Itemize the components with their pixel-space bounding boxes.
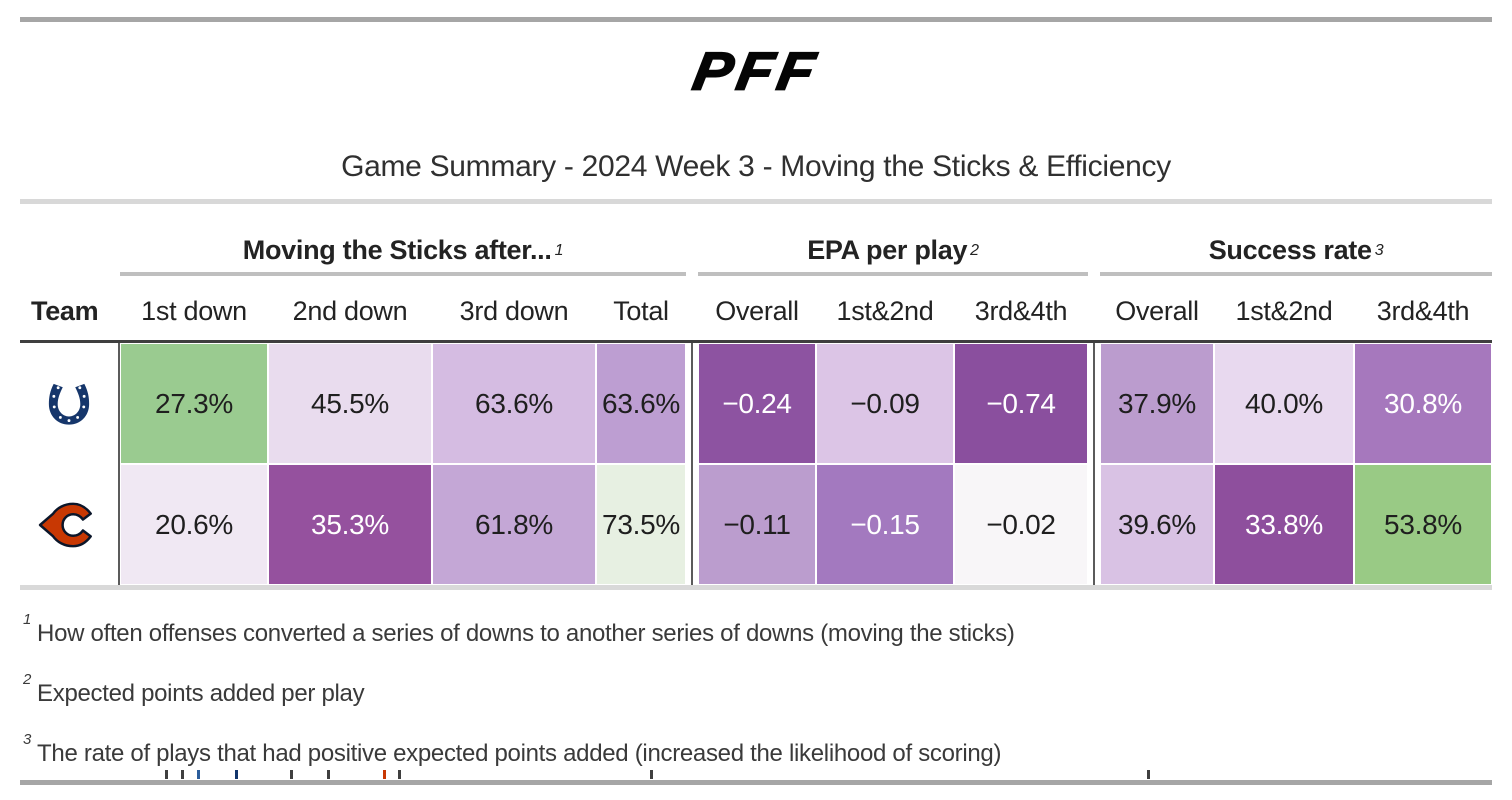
footnote-ref-3: 3 (1374, 242, 1384, 259)
footnote-3: 3 The rate of plays that had positive exp… (23, 731, 1002, 770)
colts-logo-icon (48, 383, 90, 425)
team-row-bears (20, 464, 118, 585)
value-cell: 63.6% (433, 344, 595, 463)
value-cell: −0.02 (955, 465, 1087, 584)
table-bottom-rule (20, 585, 1492, 590)
group-underline (120, 272, 686, 276)
column-header-epa-3rd-4th: 3rd&4th (974, 295, 1068, 326)
footnote-ref-1: 1 (554, 242, 564, 259)
value-cell: 63.6% (597, 344, 685, 463)
footnote-sup: 1 (23, 611, 32, 628)
value-cell: 61.8% (433, 465, 595, 584)
pff-logo-text: PFF (687, 41, 824, 103)
column-header-team: Team (31, 295, 99, 326)
value-cell: 33.8% (1215, 465, 1353, 584)
value-cell: −0.11 (699, 465, 815, 584)
column-header-epa-1st-2nd: 1st&2nd (836, 295, 934, 326)
column-header-epa-overall: Overall (715, 295, 799, 326)
team-row-colts (20, 343, 118, 464)
header-rule (20, 340, 1492, 343)
footnote-text: The rate of plays that had positive expe… (37, 740, 1002, 767)
bottom-border-bar (20, 780, 1492, 785)
value-cell: 40.0% (1215, 344, 1353, 463)
value-cell: 45.5% (269, 344, 431, 463)
value-cell: −0.24 (699, 344, 815, 463)
page-title: Game Summary - 2024 Week 3 - Moving the … (341, 150, 1171, 183)
value-cell: −0.15 (817, 465, 953, 584)
value-cell: 73.5% (597, 465, 685, 584)
group-separator (118, 343, 120, 585)
column-header-3rd-down: 3rd down (459, 295, 569, 326)
value-cell: 37.9% (1101, 344, 1213, 463)
stats-table: Moving the Sticks after... 1 EPA per play… (20, 210, 1492, 590)
title-divider (20, 199, 1492, 204)
value-cell: 20.6% (121, 465, 267, 584)
footnote-text: Expected points added per play (37, 680, 365, 707)
group-underline (698, 272, 1088, 276)
bears-logo-icon (38, 502, 92, 547)
group-header-moving-the-sticks: Moving the Sticks after... 1 (120, 210, 686, 270)
footnote-ref-2: 2 (970, 242, 979, 259)
pff-logo: PFF (0, 38, 1512, 105)
column-header-1st-down: 1st down (141, 295, 247, 326)
group-separator (691, 343, 693, 585)
footnote-sup: 2 (23, 671, 32, 688)
group-label: EPA per play (807, 235, 968, 265)
footnote-2: 2 Expected points added per play (23, 671, 365, 710)
value-cell: 39.6% (1101, 465, 1213, 584)
column-header-total: Total (613, 295, 669, 326)
column-header-sr-overall: Overall (1115, 295, 1199, 326)
value-cell: 27.3% (121, 344, 267, 463)
cutoff-text-fragments (0, 768, 1512, 779)
group-header-success-rate: Success rate 3 (1100, 210, 1492, 270)
top-border-bar (20, 17, 1492, 22)
footnote-sup: 3 (23, 731, 32, 748)
value-cell: 53.8% (1355, 465, 1491, 584)
column-header-sr-1st-2nd: 1st&2nd (1235, 295, 1333, 326)
group-label: Success rate (1208, 235, 1372, 265)
footnote-1: 1 How often offenses converted a series o… (23, 611, 1015, 650)
column-header-sr-3rd-4th: 3rd&4th (1376, 295, 1470, 326)
value-cell: 30.8% (1355, 344, 1491, 463)
value-cell: −0.74 (955, 344, 1087, 463)
group-label: Moving the Sticks after... (242, 235, 552, 265)
group-header-epa-per-play: EPA per play 2 (698, 210, 1088, 270)
value-cell: −0.09 (817, 344, 953, 463)
column-header-2nd-down: 2nd down (292, 295, 408, 326)
value-cell: 35.3% (269, 465, 431, 584)
group-underline (1100, 272, 1492, 276)
group-separator (1093, 343, 1095, 585)
footnote-text: How often offenses converted a series of… (37, 620, 1015, 647)
